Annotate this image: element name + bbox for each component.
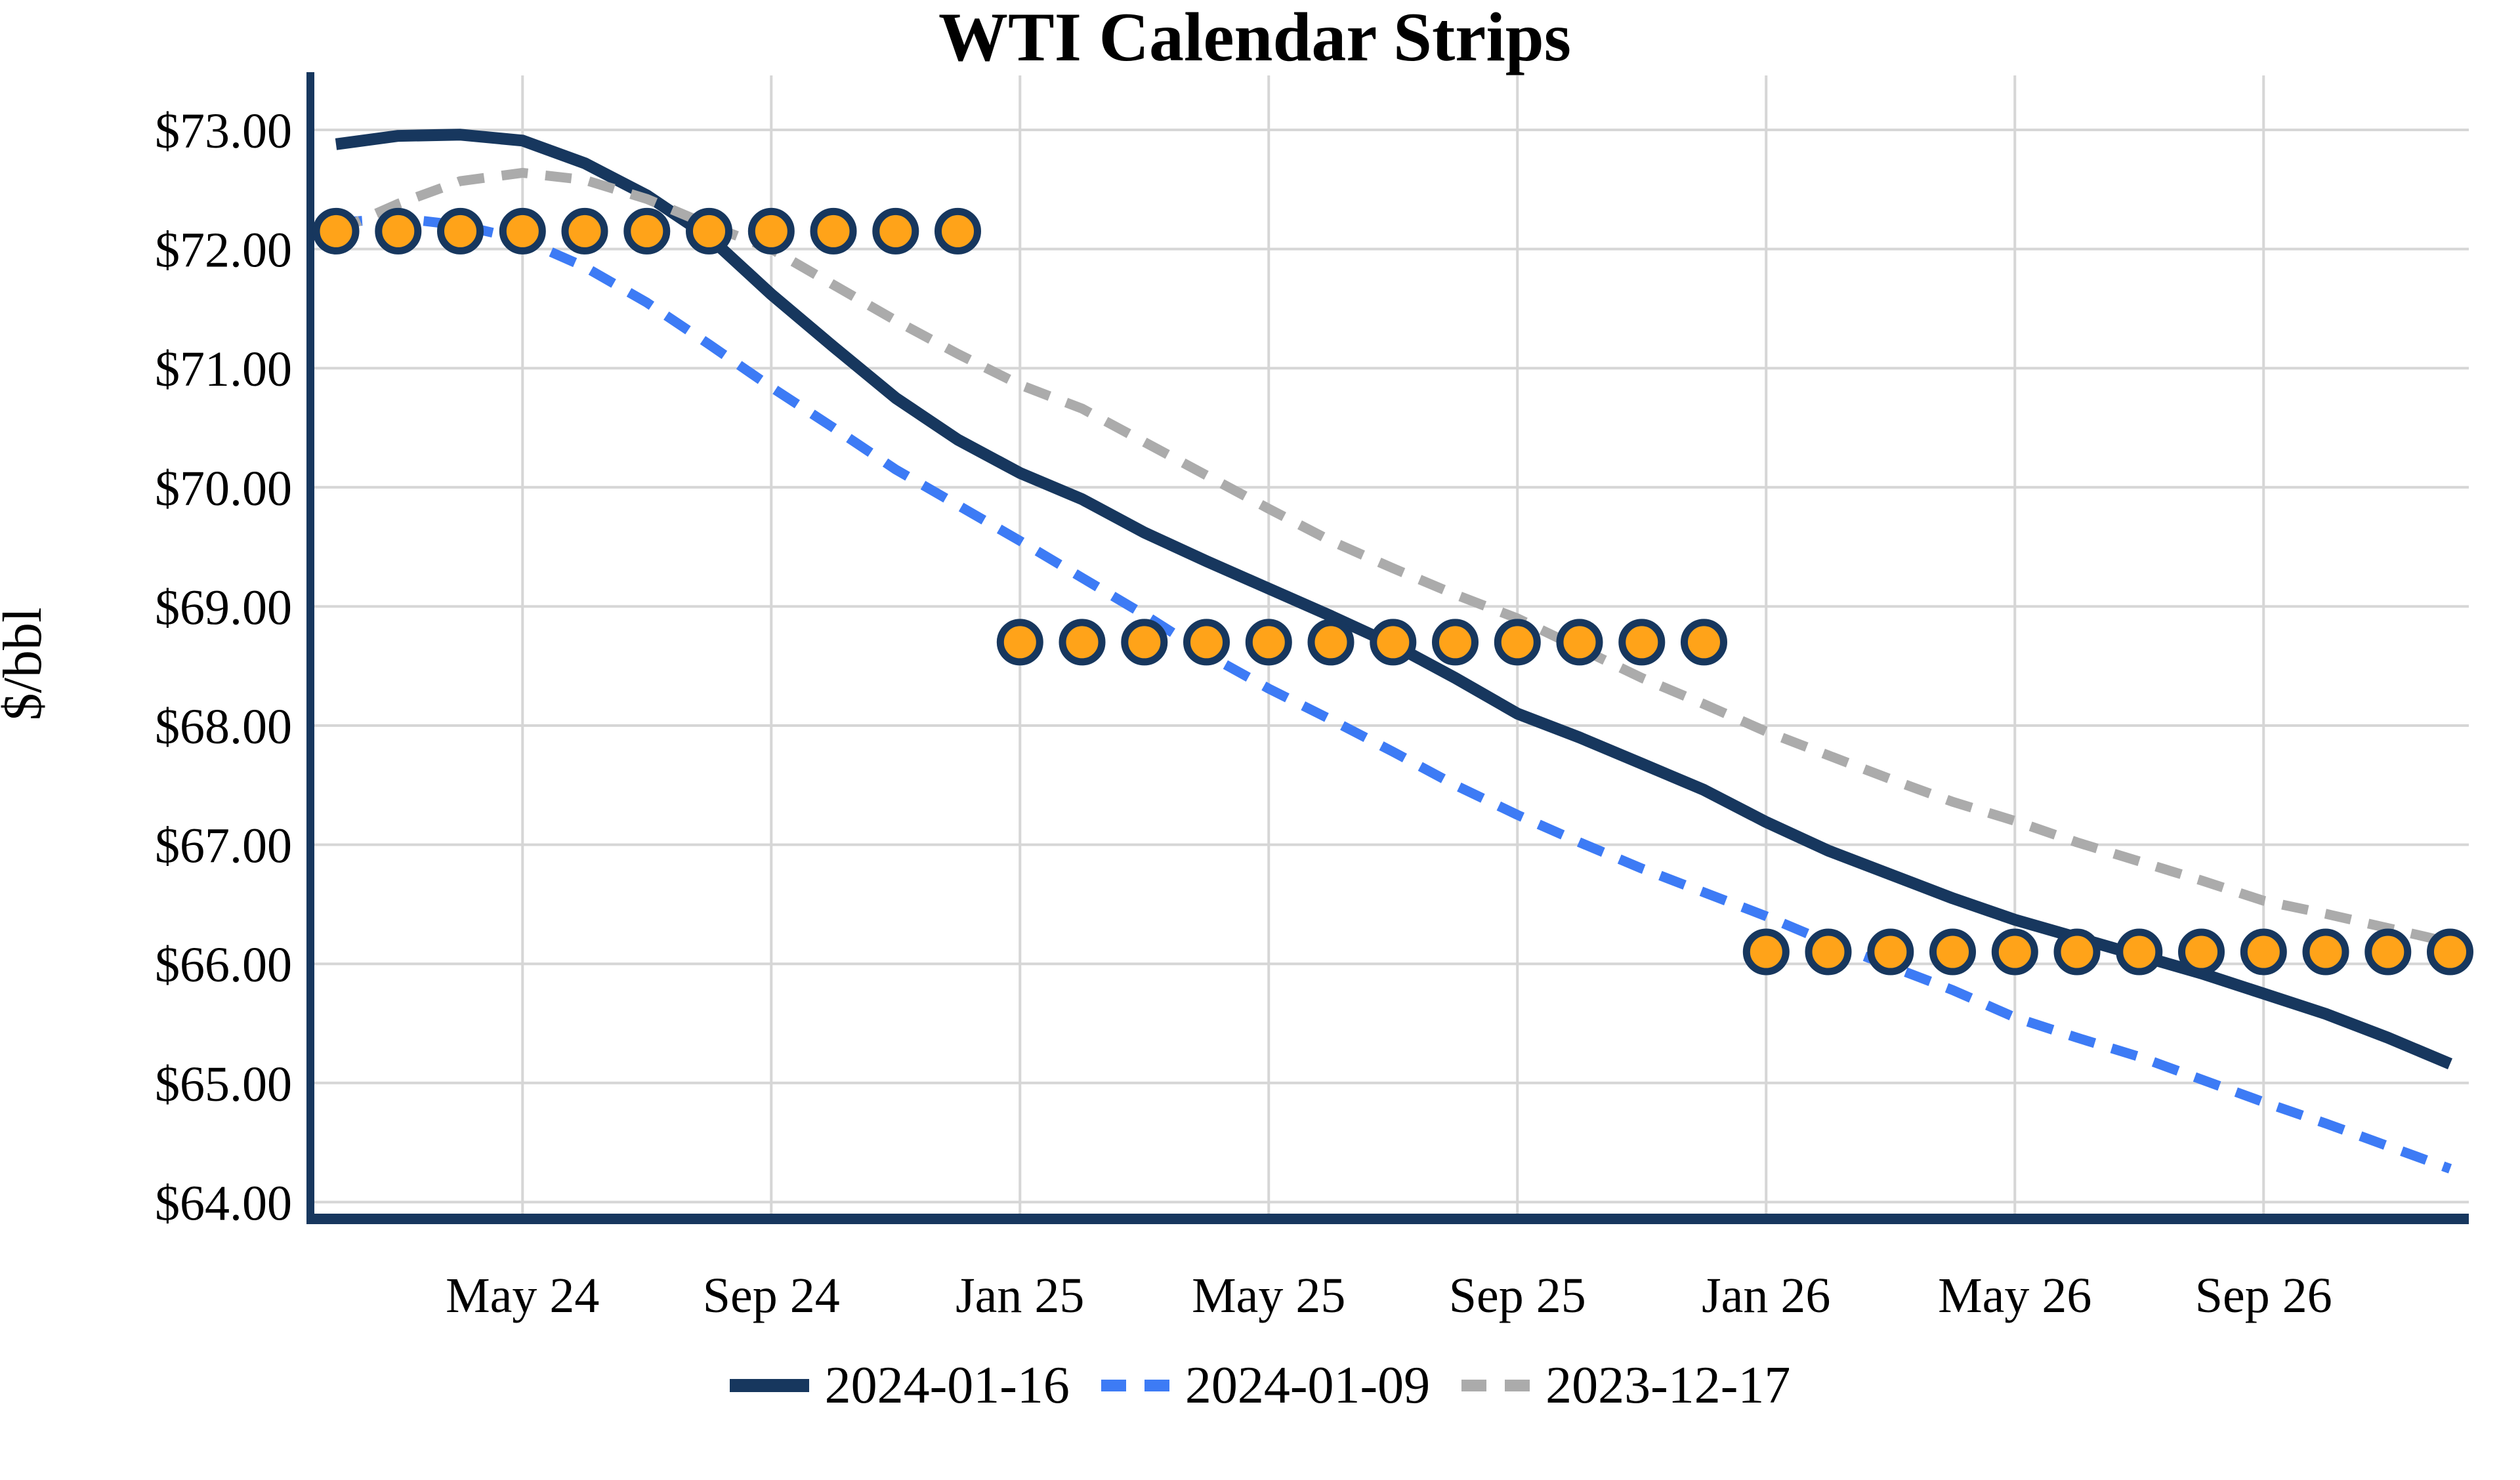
- strip-marker-2024: [934, 207, 981, 255]
- strip-marker-2026: [2302, 928, 2349, 976]
- strip-marker-2026: [2240, 928, 2287, 976]
- chart-title: WTI Calendar Strips: [938, 0, 1571, 75]
- strip-marker-2026: [1867, 928, 1914, 976]
- strip-marker-2024: [686, 207, 732, 255]
- legend-label: 2023-12-17: [1545, 1357, 1791, 1414]
- strip-marker-2026: [1991, 928, 2038, 976]
- x-tick-label: Jan 25: [956, 1268, 1084, 1323]
- legend-item-2024-01-16: 2024-01-16: [729, 1357, 1070, 1414]
- strip-marker-2025: [1307, 619, 1354, 666]
- strip-marker-2026: [2427, 928, 2473, 976]
- strip-marker-2025: [1681, 619, 1727, 666]
- strip-marker-2026: [2364, 928, 2412, 976]
- strip-marker-2025: [1432, 619, 1479, 666]
- y-tick-label: $66.00: [155, 937, 292, 993]
- legend-item-2023-12-17: 2023-12-17: [1461, 1359, 1790, 1412]
- strip-marker-2024: [810, 207, 857, 255]
- strip-marker-2024: [747, 207, 795, 255]
- strip-marker-2025: [1245, 619, 1292, 666]
- y-tick-label: $72.00: [155, 223, 292, 278]
- legend-label: 2024-01-16: [824, 1357, 1070, 1414]
- dashed-line-swatch-icon: [1101, 1380, 1169, 1391]
- strip-marker-2025: [1121, 619, 1168, 666]
- x-tick-label: Sep 24: [703, 1268, 840, 1323]
- dashed-line-swatch-icon: [1461, 1380, 1530, 1391]
- strip-marker-2025: [1183, 619, 1230, 666]
- y-tick-label: $65.00: [155, 1057, 292, 1112]
- strip-marker-2024: [312, 207, 360, 255]
- series-line-2023-12-17: [333, 167, 2452, 947]
- y-tick-label: $70.00: [155, 461, 292, 516]
- calendar-strip-markers: [312, 207, 2473, 976]
- y-tick-label: $67.00: [155, 819, 292, 874]
- series-line-2024-01-16: [335, 129, 2452, 1069]
- strip-marker-2025: [1494, 619, 1541, 666]
- x-tick-label: Jan 26: [1702, 1268, 1830, 1323]
- strip-marker-2026: [1805, 928, 1852, 976]
- strip-marker-2025: [996, 619, 1043, 666]
- y-tick-label: $69.00: [155, 580, 292, 635]
- strip-marker-2025: [1556, 619, 1603, 666]
- y-axis-title: $/bbl: [0, 607, 53, 721]
- x-tick-label: Sep 25: [1449, 1268, 1586, 1323]
- strip-marker-2024: [375, 207, 422, 255]
- strip-marker-2024: [623, 207, 671, 255]
- x-tick-label: May 24: [446, 1268, 599, 1323]
- strip-marker-2026: [2116, 928, 2163, 976]
- strip-marker-2024: [437, 207, 484, 255]
- y-tick-label: $68.00: [155, 699, 292, 754]
- x-tick-label: Sep 26: [2195, 1268, 2332, 1323]
- strip-marker-2024: [561, 207, 608, 255]
- strip-marker-2024: [872, 207, 919, 255]
- strip-marker-2024: [499, 207, 546, 255]
- tick-labels: $73.00 $72.00 $71.00 $70.00 $69.00 $68.00 $67.…: [155, 104, 2332, 1323]
- legend-label: 2024-01-09: [1185, 1357, 1431, 1414]
- strip-marker-2025: [1059, 619, 1106, 666]
- series-line-2024-01-09: [335, 213, 2452, 1174]
- strip-marker-2026: [2178, 928, 2225, 976]
- y-tick-label: $71.00: [155, 342, 292, 397]
- strip-marker-2025: [1618, 619, 1666, 666]
- axes: [306, 72, 2469, 1224]
- legend: 2024-01-16 2024-01-09 2023-12-17: [0, 1359, 2520, 1412]
- legend-item-2024-01-09: 2024-01-09: [1101, 1359, 1430, 1412]
- strip-marker-2025: [1370, 619, 1417, 666]
- strip-marker-2026: [1742, 928, 1790, 976]
- x-tick-label: May 25: [1192, 1268, 1345, 1323]
- y-tick-label: $64.00: [155, 1176, 292, 1231]
- strip-marker-2026: [2053, 928, 2101, 976]
- strip-marker-2026: [1929, 928, 1976, 976]
- solid-line-swatch-icon: [729, 1379, 809, 1392]
- y-tick-label: $73.00: [155, 104, 292, 159]
- x-tick-label: May 26: [1938, 1268, 2091, 1323]
